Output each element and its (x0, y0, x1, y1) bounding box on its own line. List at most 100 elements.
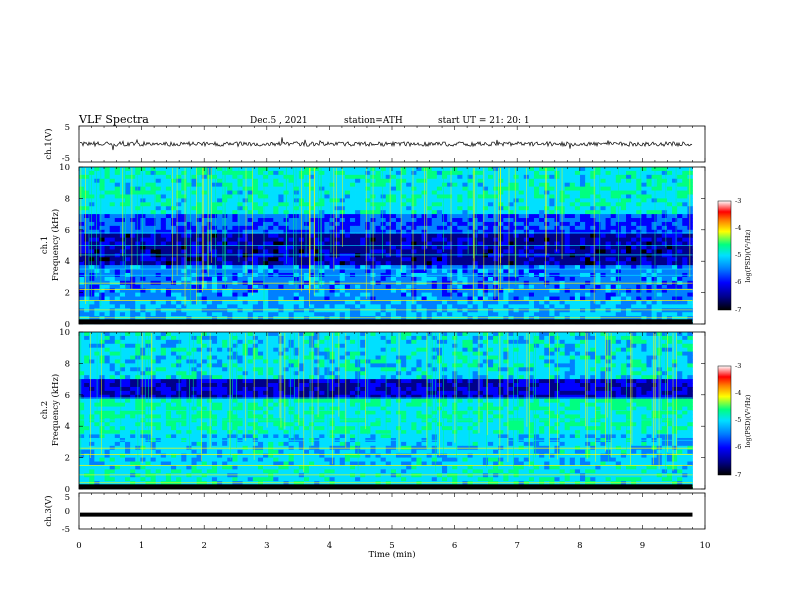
spectrogram-cell (252, 190, 259, 195)
spectrogram-cell (585, 257, 591, 262)
spectrogram-cell (564, 237, 571, 242)
spectrogram-cell (610, 206, 617, 211)
spectrogram-cell (242, 292, 249, 297)
spectrogram-cell (605, 308, 612, 313)
spectrogram-cell (595, 269, 601, 274)
spectrogram-cell (395, 284, 402, 290)
spectrogram-cell (426, 257, 433, 262)
spectrogram-cell (503, 261, 509, 266)
spectrogram-cell (467, 265, 474, 270)
spectrogram-cell (487, 214, 494, 219)
spectrogram-cell (278, 190, 284, 195)
spectrogram-cell (426, 167, 433, 172)
spectrogram-cell (360, 194, 366, 199)
spectrogram-cell (247, 233, 254, 239)
spectrogram-cell (360, 300, 366, 305)
spectrogram-cell (94, 210, 100, 215)
spectrogram-cell (626, 218, 632, 223)
spectrogram-cell (217, 174, 223, 180)
spectrogram-cell (401, 178, 407, 184)
spectrogram-cell (672, 257, 678, 262)
spectrogram-cell (314, 253, 320, 258)
spectrogram-cell (595, 170, 601, 176)
spectrogram-cell (416, 225, 422, 231)
spectrogram-cell (252, 304, 259, 309)
spectrogram-cell (211, 167, 218, 172)
spectrogram-cell (580, 214, 586, 219)
spectrogram-cell (549, 249, 555, 254)
spectrogram-cell (436, 167, 443, 172)
spectrogram-cell (176, 265, 182, 270)
spectrogram-cell (682, 308, 688, 313)
spectrogram-cell (329, 233, 336, 239)
spectrogram-cell (646, 202, 652, 207)
spectrogram-cell (314, 276, 320, 282)
spectrogram-cell (498, 276, 504, 282)
spectrogram-cell (595, 233, 601, 239)
spectrogram-cell (564, 304, 571, 309)
spectrogram-cell (140, 304, 146, 309)
spectrogram-cell (135, 308, 141, 313)
spectrogram-cell (626, 312, 632, 317)
spectrogram-cell (171, 284, 177, 290)
spectrogram-cell (99, 249, 105, 254)
spectrogram-cell (355, 170, 361, 176)
spectrogram-cell (303, 249, 310, 254)
spectrogram-cell (114, 198, 121, 203)
spectrogram-cell (257, 308, 264, 313)
spectrogram-cell (626, 296, 632, 301)
spectrogram-cell (682, 221, 688, 227)
spectrogram-cell (191, 167, 197, 172)
spectrogram-cell (487, 292, 494, 297)
spectrogram-cell (222, 300, 228, 305)
spectrogram-cell (651, 284, 658, 290)
spectrogram-cell (140, 167, 146, 172)
spectrogram-cell (349, 225, 356, 231)
spectrogram-cell (385, 170, 392, 176)
spectrogram-cell (610, 210, 617, 215)
spectrogram-cell (472, 269, 479, 274)
spectrogram-cell (344, 202, 351, 207)
spectrogram-cell (288, 210, 295, 215)
spectrogram-cell (569, 182, 576, 188)
spectrogram-cell (554, 300, 560, 305)
spectrogram-cell (288, 241, 295, 246)
spectrogram-cell (211, 194, 218, 199)
spectrogram-cell (656, 241, 663, 246)
spectrogram-cell (549, 210, 555, 215)
spectrogram-cell (651, 194, 658, 199)
spectrogram-cell (155, 296, 162, 301)
spectrogram-cell (600, 237, 606, 242)
spectrogram-cell (518, 284, 525, 290)
spectrogram-cell (385, 198, 392, 203)
spectrogram-cell (682, 225, 688, 231)
spectrogram-cell (125, 304, 131, 309)
spectrogram-cell (119, 308, 126, 313)
spectrogram-cell (636, 253, 642, 258)
spectrogram-cell (119, 312, 126, 317)
spectrogram-cell (636, 261, 642, 266)
spectrogram-cell (590, 170, 596, 176)
spectrogram-cell (462, 218, 468, 223)
spectrogram-cell (324, 194, 330, 199)
spectrogram-cell (452, 288, 458, 293)
spectrogram-cell (380, 167, 387, 172)
spectrogram-cell (140, 308, 146, 313)
spectrogram-cell (349, 210, 356, 215)
spectrogram-cell (585, 292, 591, 297)
spectrogram-cell (232, 221, 238, 227)
spectrogram-cell (651, 233, 658, 239)
spectrogram-cell (232, 261, 238, 266)
spectrogram-cell (549, 265, 555, 270)
spectrogram-cell (523, 265, 530, 270)
spectrogram-cell (493, 241, 499, 246)
spectrogram-cell (99, 245, 105, 250)
spectrogram-cell (171, 182, 177, 188)
spectrogram-cell (411, 225, 417, 231)
spectrogram-cell (191, 202, 197, 207)
spectrogram-cell (196, 312, 203, 317)
spectrogram-cell (385, 233, 392, 239)
spectrogram-cell (549, 316, 555, 321)
spectrogram-cell (569, 218, 576, 223)
spectrogram-cell (508, 178, 514, 184)
